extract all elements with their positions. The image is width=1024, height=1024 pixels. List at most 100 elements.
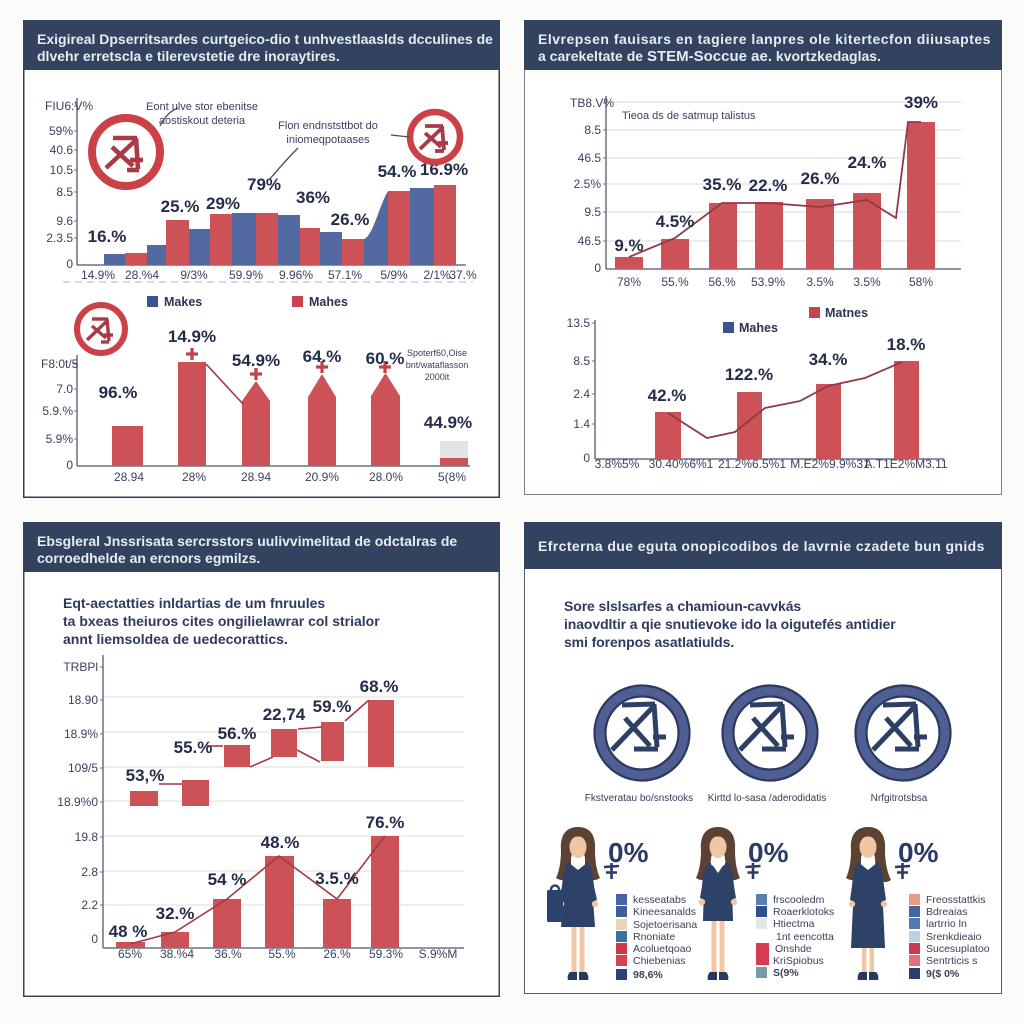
svg-text:9($ 0%: 9($ 0% [926, 968, 960, 980]
svg-text:Flon endnststtbot do: Flon endnststtbot do [278, 120, 378, 132]
svg-text:TB8.V%: TB8.V% [570, 96, 614, 110]
svg-text:3.5%: 3.5% [853, 275, 881, 289]
svg-text:2.5%: 2.5% [574, 177, 602, 191]
svg-text:14.9%: 14.9% [168, 327, 216, 346]
svg-text:Sore slslsarfes a chamioun-cav: Sore slslsarfes a chamioun-cavvkás [564, 598, 801, 614]
svg-text:53,%: 53,% [126, 766, 165, 785]
svg-text:Tieoa ds de satmup talistus: Tieoa ds de satmup talistus [622, 110, 756, 122]
svg-text:59.9%: 59.9% [229, 268, 263, 282]
svg-text:18.90: 18.90 [68, 693, 98, 707]
svg-text:smi forenpos asatlatiulds.: smi forenpos asatlatiulds. [564, 634, 734, 650]
svg-text:Srenkdieaio: Srenkdieaio [926, 931, 982, 943]
svg-text:54.%: 54.% [378, 162, 417, 181]
svg-text:Mahes: Mahes [739, 321, 778, 335]
svg-text:Htiectma: Htiectma [773, 918, 815, 930]
svg-text:0%: 0% [898, 837, 939, 868]
svg-text:corroedhelde an ercnors egmilz: corroedhelde an ercnors egmilzs. [37, 550, 260, 566]
svg-text:A.T1E2%M3.11: A.T1E2%M3.11 [864, 457, 947, 471]
svg-text:79%: 79% [247, 175, 281, 194]
svg-text:8.5: 8.5 [584, 123, 601, 137]
svg-text:M.E2%9.9%31: M.E2%9.9%31 [790, 457, 870, 471]
svg-text:32.%: 32.% [156, 904, 195, 923]
svg-text:14.9%: 14.9% [81, 268, 115, 282]
svg-text:48.%: 48.% [261, 833, 300, 852]
svg-text:Fkstveratau bo/snstooks: Fkstveratau bo/snstooks [585, 793, 693, 804]
svg-text:5/9%: 5/9% [380, 268, 408, 282]
svg-text:2000it: 2000it [425, 372, 450, 382]
svg-text:0: 0 [594, 261, 601, 275]
svg-text:16.%: 16.% [88, 227, 127, 246]
svg-text:0: 0 [91, 932, 98, 946]
svg-text:18.%: 18.% [887, 335, 926, 354]
svg-text:KriSpiobus: KriSpiobus [773, 955, 824, 967]
svg-text:55.%: 55.% [661, 275, 689, 289]
svg-text:a carekeltate de STEM-Soccue a: a carekeltate de STEM-Soccue ae. kvortzk… [538, 48, 881, 65]
svg-text:22,74: 22,74 [263, 705, 306, 724]
svg-text:53.9%: 53.9% [751, 275, 785, 289]
svg-text:35.%: 35.% [703, 175, 742, 194]
svg-text:Sentrticis s: Sentrticis s [926, 955, 977, 967]
svg-text:Rnoniate: Rnoniate [633, 931, 675, 943]
svg-text:59%: 59% [49, 124, 73, 138]
svg-text:98,6%: 98,6% [633, 969, 663, 981]
svg-text:34.%: 34.% [809, 350, 848, 369]
svg-text:Bdreaias: Bdreaias [926, 906, 967, 918]
svg-text:39%: 39% [904, 93, 938, 112]
svg-text:37.%: 37.% [449, 268, 477, 282]
svg-text:0%: 0% [748, 837, 789, 868]
svg-text:3.5.%: 3.5.% [315, 869, 358, 888]
svg-text:Roaerklotoks: Roaerklotoks [773, 906, 834, 918]
svg-text:28%: 28% [182, 470, 206, 484]
svg-text:2.8: 2.8 [81, 865, 98, 879]
svg-text:Eont ulve stor ebenitse: Eont ulve stor ebenitse [146, 101, 258, 113]
svg-text:0: 0 [66, 458, 73, 472]
svg-text:S.9%M: S.9%M [419, 947, 458, 961]
svg-text:2.3.5: 2.3.5 [46, 231, 73, 245]
svg-text:kesseatabs: kesseatabs [633, 894, 686, 906]
svg-text:26.%: 26.% [331, 210, 370, 229]
svg-text:5.9%: 5.9% [46, 432, 74, 446]
svg-text:109/5: 109/5 [68, 761, 98, 775]
svg-text:28.0%: 28.0% [369, 470, 403, 484]
svg-text:TRBPl: TRBPl [63, 660, 98, 674]
svg-text:9.5: 9.5 [584, 205, 601, 219]
svg-text:1.4: 1.4 [573, 417, 590, 431]
svg-text:Kineesanalds: Kineesanalds [633, 906, 696, 918]
svg-text:Nrfgitrotsbsa: Nrfgitrotsbsa [871, 793, 928, 804]
svg-text:4.5%: 4.5% [656, 212, 695, 231]
svg-text:54.9%: 54.9% [232, 351, 280, 370]
svg-text:42.%: 42.% [648, 386, 687, 405]
svg-text:122.%: 122.% [725, 365, 773, 384]
svg-text:46.5: 46.5 [578, 234, 602, 248]
svg-text:2.2: 2.2 [81, 898, 98, 912]
svg-text:55.%: 55.% [174, 738, 213, 757]
svg-text:Mahes: Mahes [309, 295, 348, 309]
svg-text:annt liemsoldea de uedecoratti: annt liemsoldea de uedecorattics. [63, 631, 288, 647]
svg-text:28.94: 28.94 [241, 470, 271, 484]
svg-text:30.40%6%1: 30.40%6%1 [649, 457, 714, 471]
svg-text:Onshde: Onshde [775, 943, 812, 955]
svg-text:F8:0t/5: F8:0t/5 [41, 357, 79, 371]
svg-text:18.9%: 18.9% [64, 727, 98, 741]
svg-text:96.%: 96.% [99, 383, 138, 402]
svg-text:8.5: 8.5 [573, 354, 590, 368]
svg-text:Elvrepsen fauisars en tagiere: Elvrepsen fauisars en tagiere lanpres ol… [538, 31, 991, 47]
svg-text:22.%: 22.% [749, 176, 788, 195]
svg-text:28.%4: 28.%4 [125, 268, 159, 282]
svg-text:0: 0 [66, 257, 73, 271]
svg-text:36%: 36% [296, 188, 330, 207]
svg-text:bnt/wataflasson: bnt/wataflasson [406, 360, 469, 370]
svg-text:19.8: 19.8 [75, 830, 99, 844]
svg-text:56.%: 56.% [708, 275, 736, 289]
svg-text:3.5%: 3.5% [806, 275, 834, 289]
svg-text:Chiebenias: Chiebenias [633, 955, 686, 967]
svg-text:26.%: 26.% [801, 169, 840, 188]
svg-text:24.%: 24.% [848, 153, 887, 172]
svg-text:9.96%: 9.96% [279, 268, 313, 282]
svg-text:25.%: 25.% [161, 197, 200, 216]
svg-text:21.2%6.5%1: 21.2%6.5%1 [718, 457, 786, 471]
svg-text:Spoterf60,Oise: Spoterf60,Oise [407, 348, 467, 358]
svg-text:60.%: 60.% [366, 349, 405, 368]
svg-text:65%: 65% [118, 947, 142, 961]
svg-text:59.%: 59.% [313, 697, 352, 716]
